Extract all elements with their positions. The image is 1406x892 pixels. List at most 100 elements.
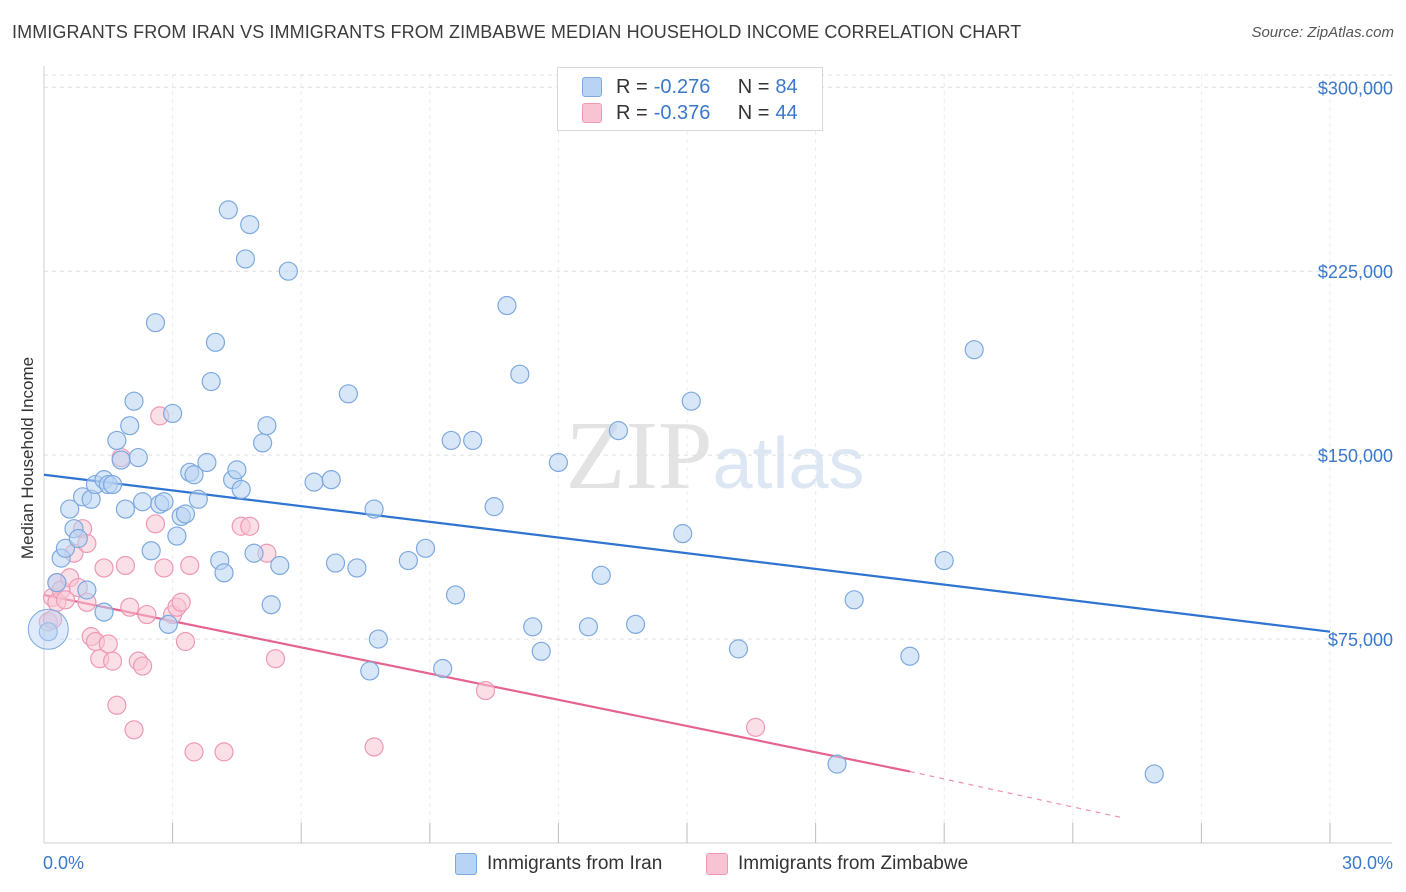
y-axis-label: Median Household Income bbox=[18, 357, 37, 559]
iran-point bbox=[102, 474, 123, 495]
iran-point bbox=[338, 384, 358, 404]
iran-point bbox=[347, 558, 367, 578]
trend-lines bbox=[43, 473, 1331, 819]
chart-title: IMMIGRANTS FROM IRAN VS IMMIGRANTS FROM … bbox=[12, 22, 1022, 42]
iran-point bbox=[244, 543, 264, 563]
bottom-legend-iran: Immigrants from Iran bbox=[455, 852, 662, 876]
zimbabwe-point bbox=[137, 604, 157, 625]
bottom-legend-label-zimbabwe: Immigrants from Zimbabwe bbox=[738, 853, 969, 874]
iran-point bbox=[964, 340, 984, 360]
iran-point-large bbox=[27, 608, 69, 650]
iran-point bbox=[55, 538, 76, 558]
iran-point bbox=[304, 472, 324, 492]
iran-point bbox=[497, 295, 517, 316]
iran-point bbox=[548, 452, 569, 473]
iran-point bbox=[523, 617, 543, 637]
zimbabwe-point bbox=[240, 516, 260, 536]
x-tick-label: 0.0% bbox=[43, 853, 84, 873]
iran-point bbox=[484, 497, 504, 517]
iran-point bbox=[681, 391, 701, 411]
iran-point bbox=[364, 499, 384, 519]
watermark-zip: ZIP bbox=[565, 402, 712, 510]
iran-point bbox=[844, 590, 864, 610]
iran-point bbox=[145, 313, 166, 333]
watermark-atlas: atlas bbox=[712, 424, 864, 504]
iran-point bbox=[531, 641, 551, 661]
iran-point bbox=[368, 629, 388, 649]
zimbabwe-point bbox=[98, 634, 118, 654]
y-tick-label: $75,000 bbox=[1328, 630, 1393, 650]
iran-point bbox=[175, 504, 196, 524]
iran-point bbox=[445, 585, 466, 605]
legend-r-value: -0.376 bbox=[653, 101, 711, 124]
iran-point bbox=[124, 391, 144, 411]
iran-point bbox=[77, 580, 97, 600]
iran-point bbox=[120, 416, 140, 436]
legend-r-label: R = bbox=[616, 75, 648, 98]
legend-n-value: 84 bbox=[775, 75, 798, 98]
y-tick-label: $300,000 bbox=[1318, 78, 1393, 98]
zimbabwe-point bbox=[180, 555, 200, 576]
zimbabwe-point bbox=[124, 720, 144, 740]
iran-point bbox=[253, 433, 273, 453]
iran-point bbox=[184, 465, 204, 485]
y-tick-labels: $75,000 $150,000 $225,000 $300,000 bbox=[1318, 78, 1393, 650]
iran-point bbox=[158, 614, 178, 634]
iran-point bbox=[141, 541, 161, 561]
iran-point bbox=[235, 249, 256, 269]
iran-point bbox=[257, 416, 277, 436]
iran-point bbox=[128, 447, 148, 468]
legend-swatch-zimbabwe bbox=[582, 103, 602, 123]
zimbabwe-trend-line bbox=[43, 593, 911, 773]
source-credit: Source: ZipAtlas.com bbox=[1251, 24, 1394, 41]
legend-r-label: R = bbox=[616, 101, 648, 124]
iran-point bbox=[321, 470, 341, 490]
iran-point bbox=[673, 524, 693, 544]
zimbabwe-point bbox=[120, 597, 140, 617]
iran-point bbox=[115, 499, 136, 519]
iran-point bbox=[68, 528, 88, 549]
bottom-legend-swatch-iran bbox=[455, 853, 477, 875]
zimbabwe-point bbox=[94, 558, 114, 578]
zimbabwe-point bbox=[364, 737, 384, 757]
iran-point bbox=[47, 573, 67, 593]
zimbabwe-point bbox=[55, 590, 76, 610]
zimbabwe-point bbox=[475, 680, 496, 701]
zimbabwe-point bbox=[745, 717, 766, 737]
iran-point bbox=[201, 371, 221, 392]
zimbabwe-trend-extension bbox=[909, 770, 1125, 819]
zimbabwe-point bbox=[145, 514, 166, 534]
bottom-legend-label-iran: Immigrants from Iran bbox=[487, 853, 663, 874]
iran-point bbox=[325, 553, 346, 573]
zimbabwe-point bbox=[115, 555, 136, 576]
y-tick-label: $150,000 bbox=[1318, 446, 1393, 466]
legend-r-value: -0.276 bbox=[653, 75, 711, 98]
iran-point bbox=[60, 499, 80, 519]
legend-n-label: N = bbox=[737, 101, 770, 124]
iran-point bbox=[218, 200, 238, 220]
bottom-legend-swatch-zimbabwe bbox=[706, 853, 728, 875]
y-tick-label: $225,000 bbox=[1318, 262, 1393, 282]
iran-point bbox=[625, 614, 646, 634]
legend-row-zimbabwe: R = -0.376 N = 44 bbox=[582, 101, 798, 125]
iran-trend-line bbox=[43, 473, 1331, 633]
axes bbox=[43, 66, 1392, 844]
iran-point bbox=[227, 460, 247, 480]
zimbabwe-point bbox=[171, 592, 191, 612]
iran-point bbox=[205, 332, 226, 352]
iran-point bbox=[728, 639, 749, 659]
legend-n-label: N = bbox=[737, 75, 770, 98]
iran-point bbox=[608, 421, 629, 441]
iran-point bbox=[360, 661, 380, 681]
iran-point bbox=[240, 215, 260, 235]
legend-row-iran: R = -0.276 N = 84 bbox=[582, 75, 798, 99]
legend-swatch-iran bbox=[582, 77, 602, 97]
zimbabwe-point bbox=[102, 651, 123, 671]
iran-point bbox=[261, 595, 281, 615]
iran-point bbox=[111, 450, 131, 470]
iran-point bbox=[163, 403, 183, 424]
iran-point bbox=[197, 452, 217, 473]
zimbabwe-point bbox=[214, 742, 234, 762]
iran-point bbox=[278, 261, 298, 281]
